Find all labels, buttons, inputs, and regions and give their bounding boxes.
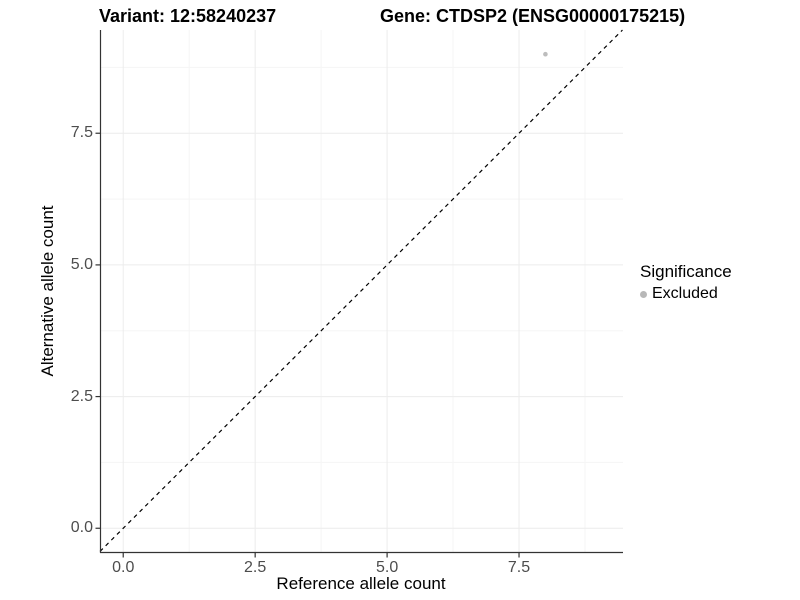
y-axis-title: Alternative allele count — [38, 205, 57, 377]
x-tick-label: 7.5 — [507, 559, 531, 576]
x-tick-label: 2.5 — [244, 559, 267, 576]
y-tick-label: 5.0 — [70, 255, 93, 273]
legend-item-label: Excluded — [652, 285, 718, 302]
legend-item-excluded: Excluded — [640, 285, 732, 303]
y-tick-label: 7.5 — [70, 124, 93, 142]
plot-title-gene: Gene: CTDSP2 (ENSG00000175215) — [380, 6, 686, 26]
x-axis-title: Reference allele count — [276, 574, 446, 593]
x-tick-label: 0.0 — [112, 559, 135, 576]
y-tick-label: 0.0 — [70, 519, 93, 537]
plot-panel — [95, 29, 623, 558]
data-point — [543, 51, 548, 57]
legend: Significance Excluded — [640, 262, 732, 303]
y-tick-label: 2.5 — [70, 387, 93, 405]
plot-panel-canvas — [95, 29, 623, 558]
legend-title: Significance — [640, 262, 732, 281]
identity-reference-line — [99, 29, 623, 552]
legend-point-icon — [640, 290, 647, 298]
x-tick-label: 5.0 — [375, 559, 399, 576]
plot-title-variant: Variant: 12:58240237 — [99, 6, 277, 26]
